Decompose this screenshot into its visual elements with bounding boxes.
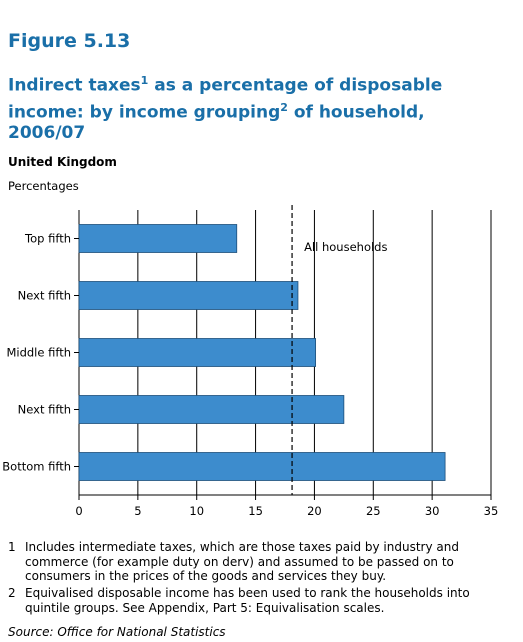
footnote-2-number: 2: [8, 586, 16, 600]
footnote-1: 1 Includes intermediate taxes, which are…: [8, 540, 513, 584]
figure-number: Figure 5.13: [8, 30, 131, 52]
bar-3: [78, 395, 345, 424]
x-tick-label-5: 25: [366, 504, 381, 518]
x-tick-label-4: 20: [307, 504, 322, 518]
reference-line-label: All households: [304, 240, 387, 254]
footnote-1-number: 1: [8, 540, 16, 554]
region-label: United Kingdom: [8, 155, 117, 169]
bar-4: [78, 452, 446, 481]
footnote-2-text: Equivalised disposable income has been u…: [25, 586, 470, 615]
footnote-1-text: Includes intermediate taxes, which are t…: [25, 540, 459, 583]
bar-1: [78, 281, 299, 310]
title-part-1: Indirect taxes: [8, 75, 141, 96]
source-note: Source: Office for National Statistics: [8, 625, 226, 639]
category-label-1: Next fifth: [18, 289, 71, 303]
title-footnote-1: 1: [140, 74, 149, 87]
title-part-2: as a percentage of disposable income: by…: [8, 75, 443, 123]
category-label-4: Bottom fifth: [2, 460, 71, 474]
category-label-3: Next fifth: [18, 403, 71, 417]
category-label-2: Middle fifth: [6, 346, 71, 360]
x-tick-label-3: 15: [248, 504, 263, 518]
x-tick-label-7: 35: [484, 504, 499, 518]
x-tick-label-0: 0: [75, 504, 82, 518]
x-tick-label-2: 10: [189, 504, 204, 518]
units-label: Percentages: [8, 179, 79, 193]
x-tick-label-1: 5: [134, 504, 141, 518]
footnote-2: 2 Equivalised disposable income has been…: [8, 586, 513, 615]
bar-chart: 0 5 10 15 20 25 30 35 Top fifth Next fifth Middle …: [2, 205, 499, 518]
category-label-0: Top fifth: [24, 232, 71, 246]
title-footnote-2: 2: [280, 100, 288, 114]
bar-0: [78, 224, 238, 253]
bar-2: [78, 338, 317, 367]
title-part-3: of household, 2006/07: [8, 102, 425, 144]
x-tick-label-6: 30: [425, 504, 440, 518]
chart-title: Indirect taxes1 as a percentage of dispo…: [8, 70, 478, 144]
